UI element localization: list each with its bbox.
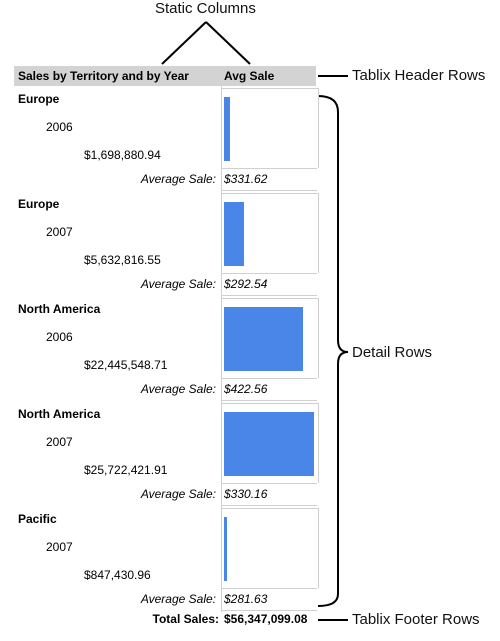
region-name: Europe <box>18 92 60 106</box>
average-sale-value: $292.54 <box>224 277 268 291</box>
sparkline-cell <box>221 298 319 378</box>
footer-rows-callout: Tablix Footer Rows <box>352 611 480 628</box>
detail-rows-callout: Detail Rows <box>352 344 433 361</box>
static-col-connector-1 <box>161 21 207 65</box>
data-bar <box>224 202 244 266</box>
data-bar <box>224 517 227 581</box>
sparkline-cell <box>221 403 319 483</box>
average-sale-label: Average Sale: <box>140 592 216 606</box>
average-sale-label: Average Sale: <box>140 382 216 396</box>
sparkline-cell <box>221 508 319 588</box>
region-name: Europe <box>18 197 60 211</box>
sales-amount: $25,722,421.91 <box>84 463 168 477</box>
group-separator <box>221 400 317 401</box>
data-bar <box>224 97 230 161</box>
detail-group: North America 2006 $22,445,548.71 Average S… <box>14 296 319 401</box>
tablix-header-row: Sales by Territory and by Year Avg Sale <box>14 66 316 86</box>
sales-amount: $1,698,880.94 <box>84 148 161 162</box>
group-separator <box>221 190 317 191</box>
row-separator <box>221 483 317 484</box>
group-separator <box>221 505 317 506</box>
group-separator <box>221 610 317 611</box>
data-bar <box>224 412 314 476</box>
sales-amount: $847,430.96 <box>84 568 151 582</box>
detail-group: Europe 2007 $5,632,816.55 Average Sale: $292… <box>14 191 319 296</box>
group-separator <box>221 295 317 296</box>
region-name: North America <box>18 302 101 316</box>
year-label: 2007 <box>46 225 73 239</box>
header-rows-callout: Tablix Header Rows <box>352 67 486 84</box>
detail-group: Europe 2006 $1,698,880.94 Average Sale: $331… <box>14 86 319 191</box>
sparkline-cell <box>221 193 319 273</box>
total-sales-value: $56,347,099.08 <box>224 612 308 626</box>
row-separator <box>221 588 317 589</box>
average-sale-label: Average Sale: <box>140 277 216 291</box>
region-name: Pacific <box>18 512 57 526</box>
header-avg-sale: Avg Sale <box>224 69 275 83</box>
sparkline-cell <box>221 88 319 168</box>
average-sale-label: Average Sale: <box>140 172 216 186</box>
sales-amount: $5,632,816.55 <box>84 253 161 267</box>
static-col-connector-2 <box>205 21 251 65</box>
row-separator <box>221 168 317 169</box>
detail-group: North America 2007 $25,722,421.91 Average S… <box>14 401 319 506</box>
average-sale-value: $330.16 <box>224 487 268 501</box>
detail-group: Pacific 2007 $847,430.96 Average Sale: $281.… <box>14 506 319 611</box>
data-bar <box>224 307 303 371</box>
average-sale-value: $281.63 <box>224 592 268 606</box>
average-sale-value: $422.56 <box>224 382 268 396</box>
detail-rows-brace <box>317 95 349 607</box>
year-label: 2007 <box>46 435 73 449</box>
row-separator <box>221 378 317 379</box>
region-name: North America <box>18 407 101 421</box>
row-separator <box>221 273 317 274</box>
average-sale-label: Average Sale: <box>140 487 216 501</box>
static-columns-callout: Static Columns <box>155 0 256 17</box>
header-sales-by-territory: Sales by Territory and by Year <box>18 69 189 83</box>
sales-amount: $22,445,548.71 <box>84 358 168 372</box>
year-label: 2007 <box>46 540 73 554</box>
year-label: 2006 <box>46 120 73 134</box>
year-label: 2006 <box>46 330 73 344</box>
total-sales-label: Total Sales: <box>152 612 219 626</box>
average-sale-value: $331.62 <box>224 172 268 186</box>
